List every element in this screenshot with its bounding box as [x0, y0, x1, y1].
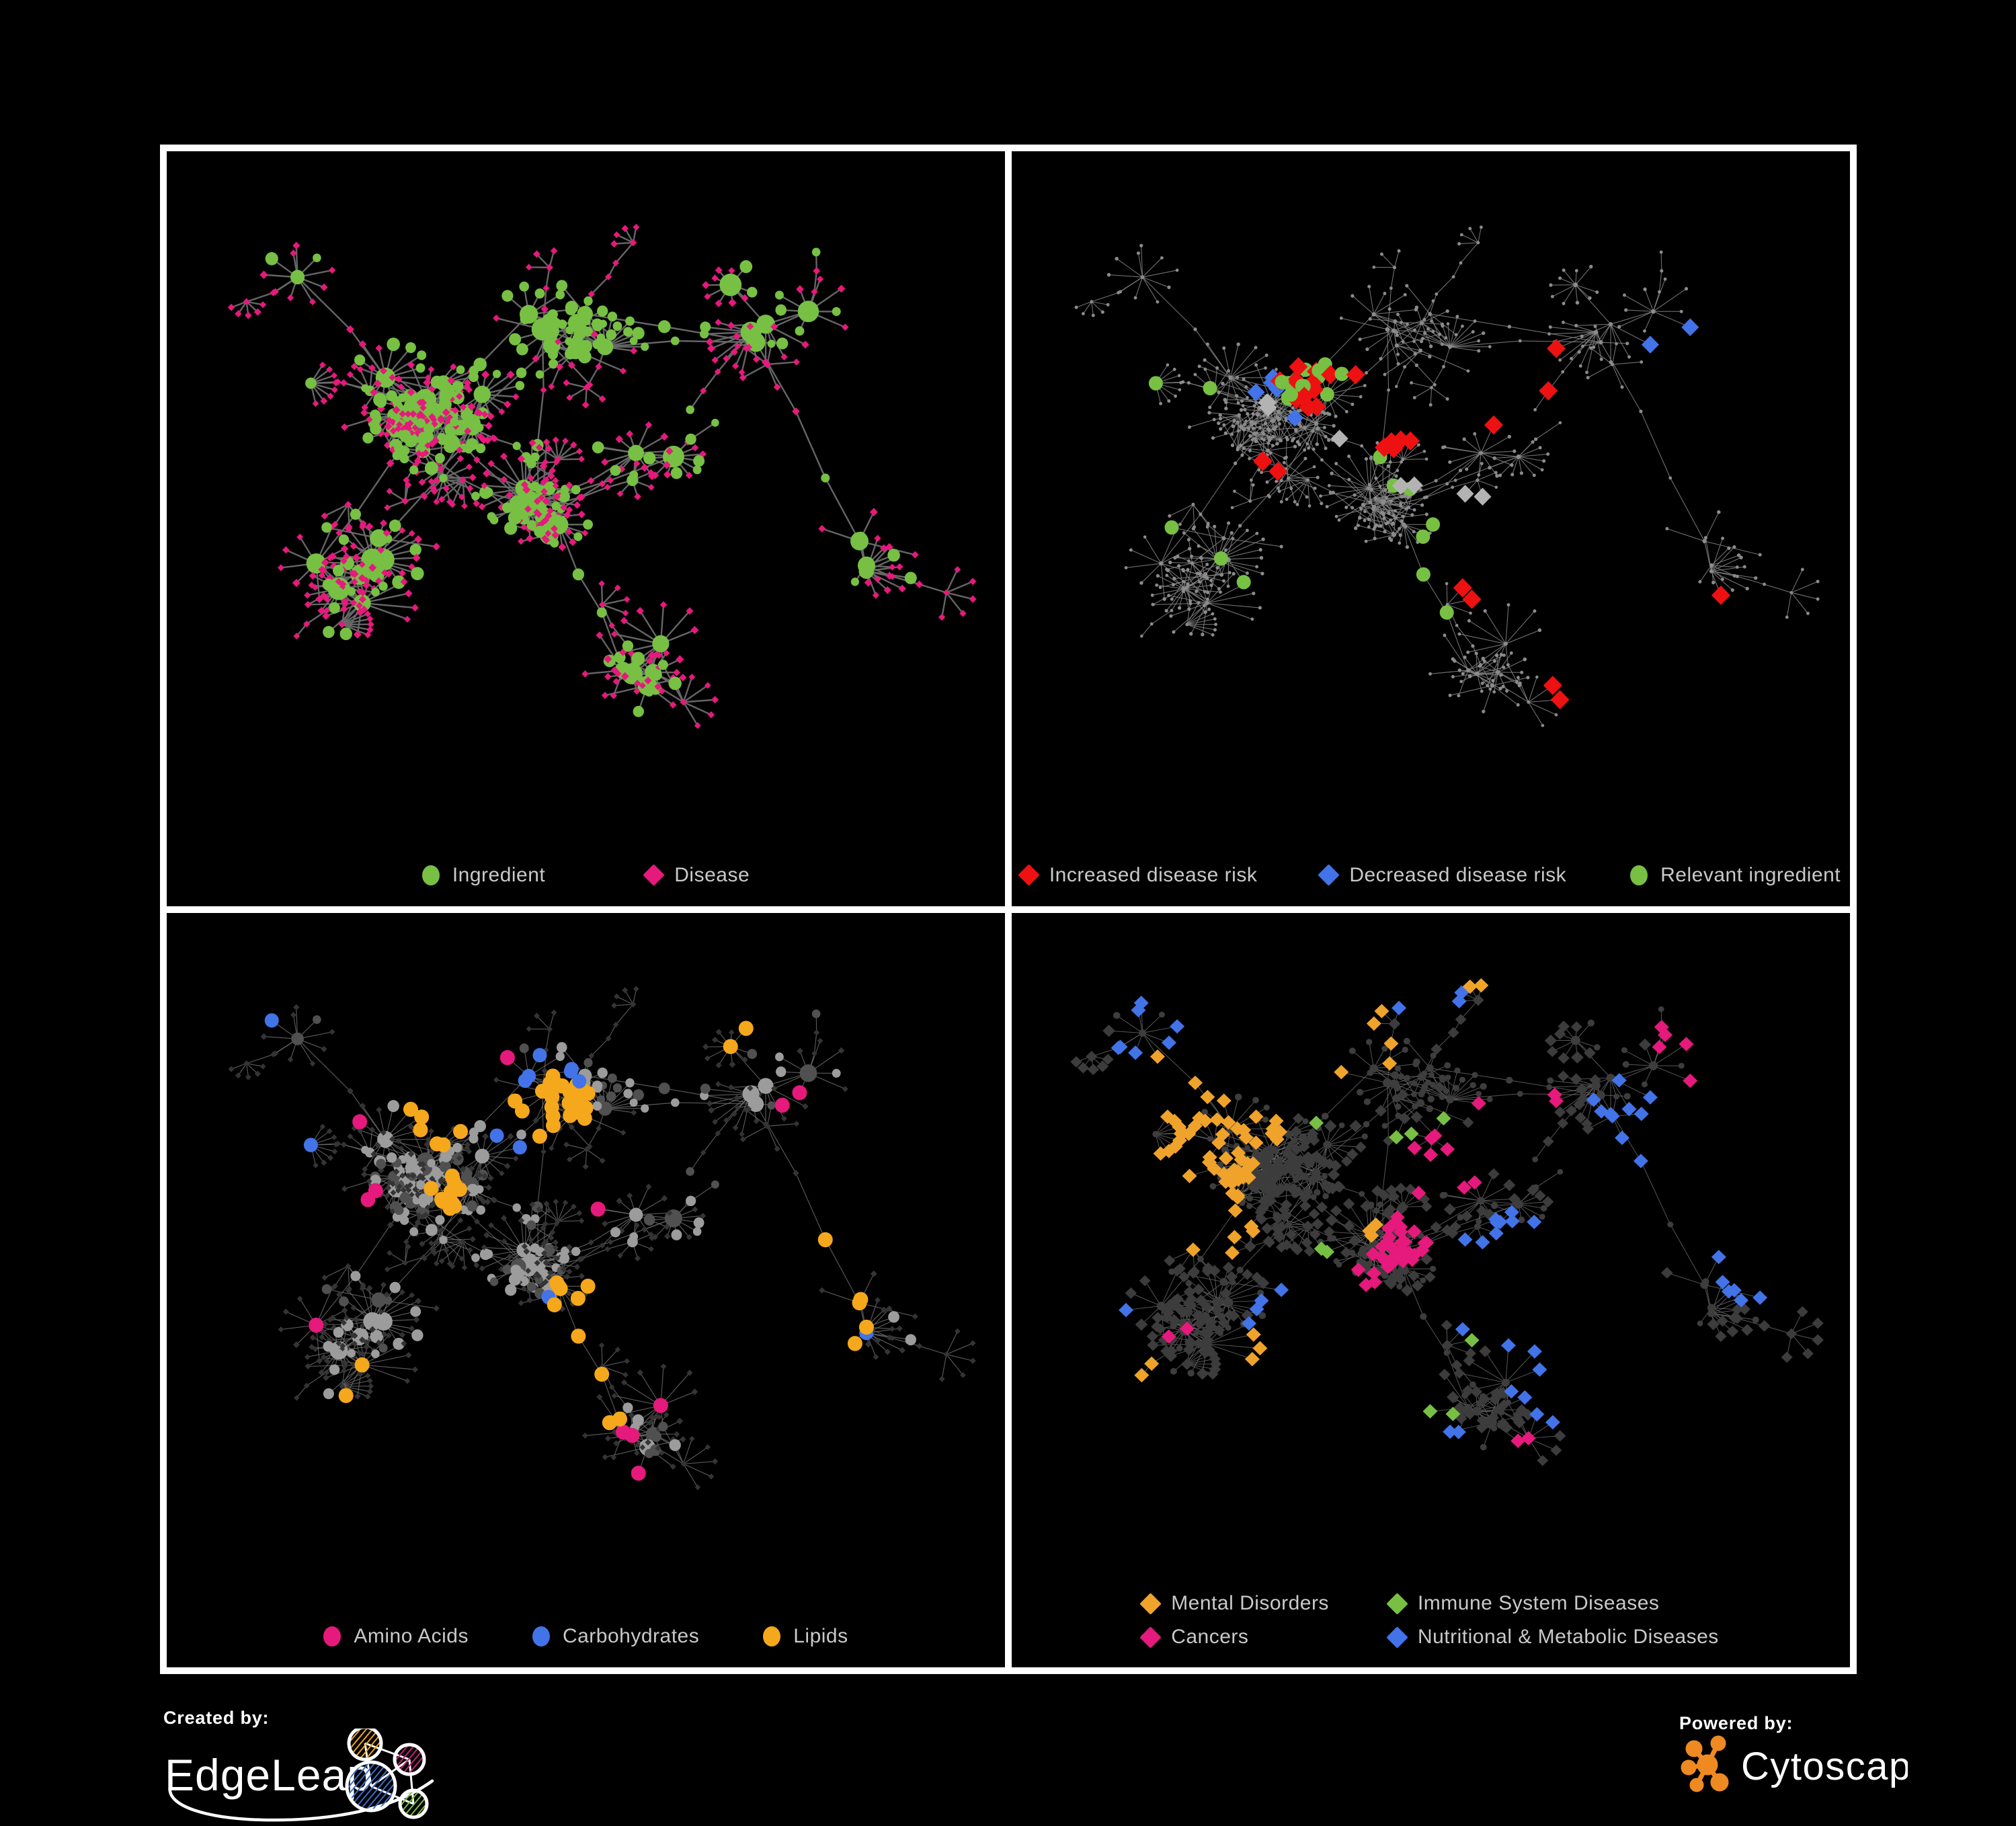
legend-label: Nutritional & Metabolic Diseases [1417, 1626, 1719, 1648]
powered-by-block: Powered by: Cytoscape [1679, 1713, 1933, 1801]
panel-disease-classes: Mental Disorders Immune System Diseases Ca… [1012, 912, 1850, 1667]
network-graph-disease-risk [1074, 225, 1820, 727]
circle-marker-icon [532, 1626, 550, 1646]
legend-disease-risk: Increased disease risk Decreased disease … [1012, 844, 1850, 906]
legend-item-lipids: Lipids [763, 1625, 848, 1648]
legend-item-carbohydrates: Carbohydrates [532, 1625, 699, 1648]
legend-item-ingredient: Ingredient [421, 863, 546, 887]
network-graph-ingredient-disease [227, 223, 977, 729]
diamond-marker-icon [1386, 1626, 1408, 1649]
legend-disease-classes: Mental Disorders Immune System Diseases Ca… [1012, 1573, 1850, 1667]
circle-marker-icon [421, 865, 440, 885]
legend-item-mental-disorders: Mental Disorders [1139, 1592, 1329, 1615]
legend-label: Relevant ingredient [1660, 863, 1841, 886]
legend-ingredient-disease: Ingredient Disease [167, 844, 1005, 906]
legend-item-decreased-disease-risk: Decreased disease risk [1318, 863, 1567, 887]
legend-nutrient-classes: Amino Acids Carbohydrates Lipids [167, 1605, 1005, 1667]
legend-item-nutritional-metabolic-diseases: Nutritional & Metabolic Diseases [1386, 1626, 1719, 1649]
legend-label: Amino Acids [354, 1625, 469, 1647]
legend-label: Decreased disease risk [1349, 863, 1567, 886]
legend-label: Immune System Diseases [1417, 1592, 1660, 1614]
legend-item-immune-system-diseases: Immune System Diseases [1386, 1592, 1660, 1615]
network-graph-disease-classes [1070, 978, 1824, 1466]
diamond-marker-icon [1318, 864, 1340, 886]
legend-label: Carbohydrates [562, 1625, 700, 1647]
legend-item-amino-acids: Amino Acids [323, 1625, 469, 1648]
network-graph-nutrient-classes [228, 986, 976, 1490]
cytoscape-wordmark: Cytoscape [1741, 1745, 1908, 1788]
panel-ingredient-disease: Ingredient Disease [167, 151, 1005, 906]
legend-item-disease: Disease [643, 863, 750, 887]
circle-marker-icon [323, 1626, 341, 1646]
legend-item-cancers: Cancers [1139, 1626, 1249, 1649]
created-by-label: Created by: [163, 1708, 270, 1728]
diamond-marker-icon [1386, 1592, 1408, 1615]
legend-label: Lipids [793, 1625, 848, 1647]
cytoscape-icon [1681, 1735, 1729, 1792]
legend-label: Ingredient [452, 863, 546, 886]
edgeleap-wordmark: EdgeLeap [165, 1750, 372, 1800]
legend-label: Mental Disorders [1171, 1592, 1329, 1614]
panel-nutrient-classes: Amino Acids Carbohydrates Lipids [167, 912, 1005, 1667]
circle-marker-icon [1630, 865, 1648, 885]
legend-label: Cancers [1171, 1626, 1249, 1648]
edgeleap-network-icon [345, 1725, 429, 1819]
powered-by-label: Powered by: [1679, 1713, 1793, 1733]
diamond-marker-icon [643, 864, 666, 886]
diamond-marker-icon [1139, 1626, 1162, 1649]
legend-item-increased-disease-risk: Increased disease risk [1018, 863, 1258, 887]
edgeleap-logo: EdgeLeap [165, 1725, 434, 1822]
created-by-block: Created by: EdgeLeap [163, 1708, 479, 1826]
panels-grid: Ingredient Disease Increased disease risk… [160, 145, 1857, 1674]
legend-item-relevant-ingredient: Relevant ingredient [1630, 864, 1841, 887]
diamond-marker-icon [1018, 864, 1040, 886]
circle-marker-icon [763, 1626, 781, 1646]
cytoscape-logo: Cytoscape [1681, 1735, 1933, 1792]
legend-label: Increased disease risk [1049, 863, 1258, 886]
legend-label: Disease [674, 863, 750, 886]
panel-disease-risk: Increased disease risk Decreased disease … [1012, 151, 1850, 906]
diamond-marker-icon [1139, 1592, 1162, 1615]
